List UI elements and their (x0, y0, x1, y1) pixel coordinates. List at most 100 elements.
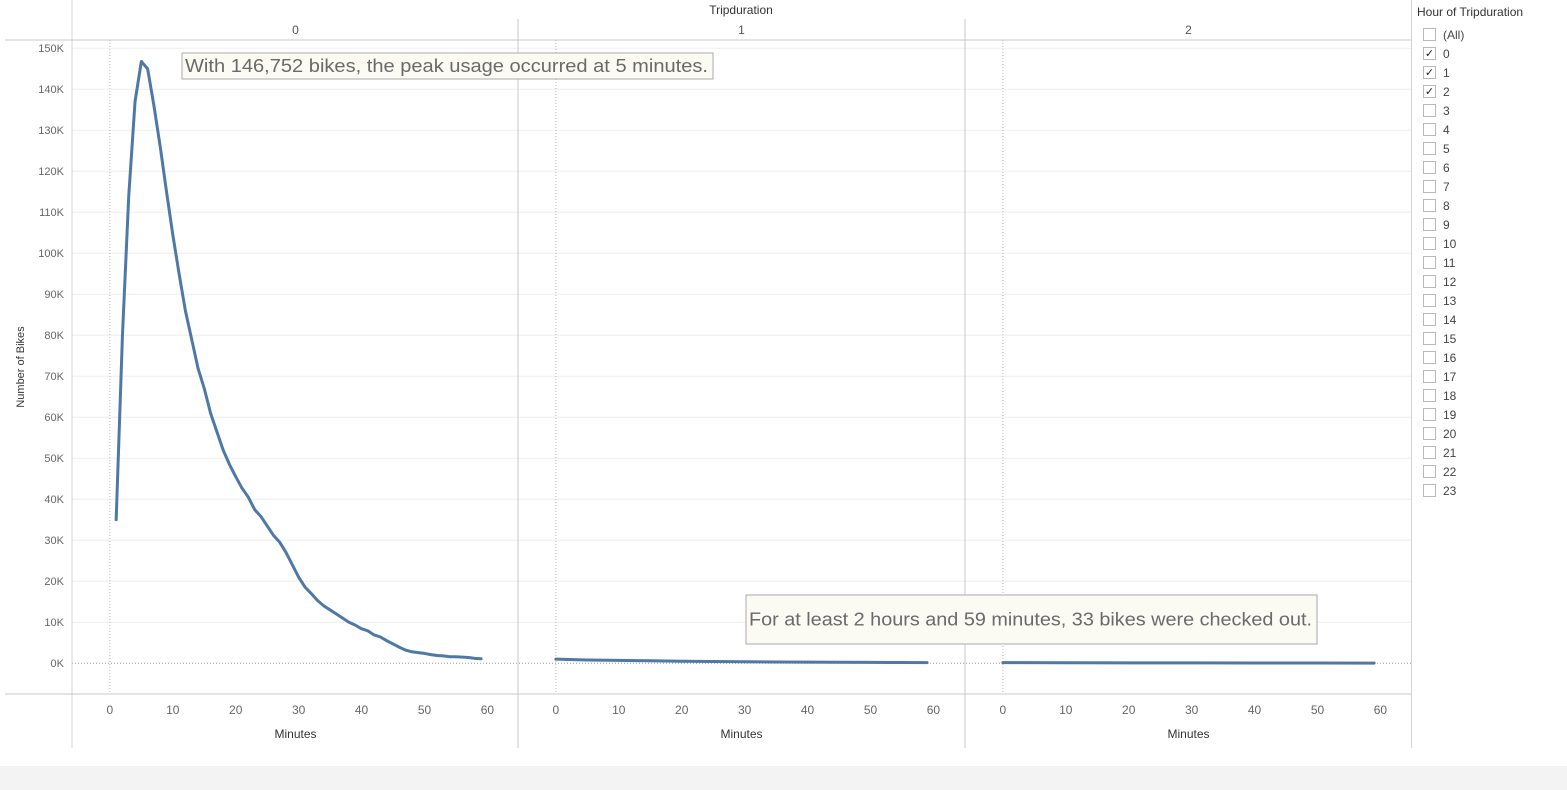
filter-option[interactable]: 3 (1417, 101, 1567, 120)
checkbox-icon[interactable] (1423, 389, 1436, 402)
data-point (221, 448, 225, 452)
data-point (454, 655, 458, 658)
filter-option-label: 10 (1443, 236, 1457, 251)
checkbox-icon[interactable] (1423, 256, 1436, 269)
filter-option[interactable]: ✓ 2 (1417, 82, 1567, 101)
filter-option[interactable]: 14 (1417, 310, 1567, 329)
data-point (303, 585, 307, 589)
data-point (133, 100, 137, 103)
checkbox-icon[interactable] (1423, 161, 1436, 174)
checkbox-icon[interactable] (1423, 123, 1436, 136)
filter-option[interactable]: 19 (1417, 405, 1567, 424)
data-point (152, 104, 156, 107)
x-tick-label: 20 (229, 703, 243, 717)
x-tick-label: 30 (738, 703, 752, 717)
checkbox-icon[interactable] (1423, 237, 1436, 250)
filter-option[interactable]: 22 (1417, 462, 1567, 481)
filter-option[interactable]: ✓ 1 (1417, 63, 1567, 82)
checkbox-icon[interactable] (1423, 484, 1436, 497)
data-point (341, 616, 344, 620)
x-axis-title: Minutes (1167, 727, 1209, 741)
data-point (435, 654, 439, 657)
checkbox-icon[interactable] (1423, 370, 1436, 383)
filter-option[interactable]: (All) (1417, 25, 1567, 44)
filter-option-label: 17 (1443, 369, 1457, 384)
filter-option[interactable]: 15 (1417, 329, 1567, 348)
filter-list: (All) ✓ 0 ✓ 1 ✓ 2 3 4 5 6 7 8 9 10 11 12 13 14 15 16 17 18 19 20… (1417, 25, 1567, 500)
checkbox-checked-icon[interactable]: ✓ (1423, 85, 1436, 98)
filter-option[interactable]: 7 (1417, 177, 1567, 196)
filter-option[interactable]: 5 (1417, 139, 1567, 158)
filter-option-label: 16 (1443, 350, 1457, 365)
filter-option[interactable]: 12 (1417, 272, 1567, 291)
filter-option[interactable]: 11 (1417, 253, 1567, 272)
checkbox-icon[interactable] (1423, 446, 1436, 459)
data-point (322, 604, 326, 608)
y-tick-label: 120K (38, 166, 64, 178)
data-point (806, 660, 809, 664)
x-tick-label: 50 (1311, 703, 1325, 717)
data-point (158, 145, 162, 148)
y-tick-label: 110K (39, 207, 65, 219)
checkbox-icon[interactable] (1423, 332, 1436, 345)
checkbox-icon[interactable] (1423, 142, 1436, 155)
data-point (410, 650, 414, 654)
checkbox-checked-icon[interactable]: ✓ (1423, 47, 1436, 60)
data-point (328, 608, 332, 612)
checkbox-icon[interactable] (1423, 28, 1436, 41)
data-point (554, 657, 558, 661)
filter-option[interactable]: 17 (1417, 367, 1567, 386)
checkbox-icon[interactable] (1423, 104, 1436, 117)
checkbox-icon[interactable] (1423, 294, 1436, 307)
checkbox-icon[interactable] (1423, 313, 1436, 326)
data-point (127, 194, 131, 198)
filter-option[interactable]: 8 (1417, 196, 1567, 215)
data-point (398, 645, 401, 649)
checkbox-checked-icon[interactable]: ✓ (1423, 66, 1436, 79)
checkbox-icon[interactable] (1423, 408, 1436, 421)
data-point (372, 633, 376, 637)
checkbox-icon[interactable] (1423, 351, 1436, 364)
checkbox-icon[interactable] (1423, 465, 1436, 478)
data-point (335, 612, 338, 616)
filter-option[interactable]: 20 (1417, 424, 1567, 443)
filter-option[interactable]: 21 (1417, 443, 1567, 462)
y-tick-label: 80K (44, 330, 64, 342)
checkbox-icon[interactable] (1423, 427, 1436, 440)
data-point (1253, 661, 1256, 665)
filter-option-label: 8 (1443, 198, 1450, 213)
data-point (391, 642, 395, 646)
data-point (228, 463, 231, 466)
filter-option-label: 18 (1443, 388, 1457, 403)
data-point (215, 430, 219, 433)
filter-option[interactable]: 23 (1417, 481, 1567, 500)
data-point (648, 659, 652, 663)
filter-option[interactable]: 18 (1417, 386, 1567, 405)
data-point (1064, 661, 1068, 665)
checkbox-icon[interactable] (1423, 218, 1436, 231)
filter-option[interactable]: 10 (1417, 234, 1567, 253)
filter-option[interactable]: 9 (1417, 215, 1567, 234)
x-tick-label: 30 (292, 703, 306, 717)
data-point (259, 515, 263, 518)
data-point (297, 575, 300, 579)
checkbox-icon[interactable] (1423, 199, 1436, 212)
filter-option-label: 23 (1443, 483, 1457, 498)
annotation-text: With 146,752 bikes, the peak usage occur… (185, 56, 708, 76)
filter-option-label: 2 (1443, 84, 1450, 99)
y-tick-label: 50K (44, 453, 64, 465)
filter-option-label: 4 (1443, 122, 1450, 137)
data-point (234, 475, 238, 478)
data-point (177, 272, 181, 276)
filter-option[interactable]: ✓ 0 (1417, 44, 1567, 63)
filter-option[interactable]: 16 (1417, 348, 1567, 367)
checkbox-icon[interactable] (1423, 275, 1436, 288)
data-point (165, 190, 168, 194)
data-point (586, 658, 589, 662)
filter-option[interactable]: 6 (1417, 158, 1567, 177)
filter-option-label: 3 (1443, 103, 1450, 118)
checkbox-icon[interactable] (1423, 180, 1436, 193)
filter-option[interactable]: 13 (1417, 291, 1567, 310)
y-tick-label: 70K (44, 371, 64, 383)
filter-option[interactable]: 4 (1417, 120, 1567, 139)
